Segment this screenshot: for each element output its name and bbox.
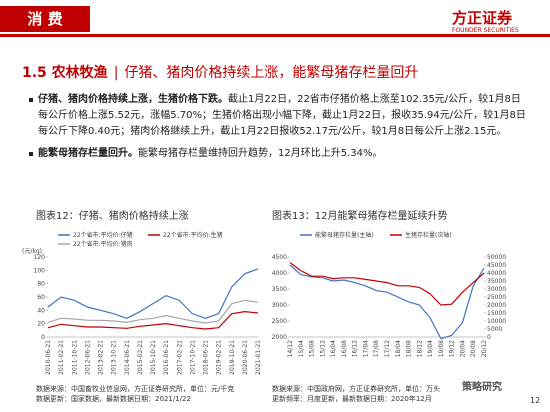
y-tick-label: 80 <box>37 281 45 288</box>
figure-title: 图表13：12月能繁母猪存栏量延续升势 <box>272 211 448 222</box>
section-number: 1.5 农林牧渔 <box>22 65 108 81</box>
y-tick-label: 3000 <box>272 302 287 309</box>
y-tick-label: 120 <box>34 254 46 261</box>
y-tick-label: 4000 <box>272 270 287 277</box>
figure-title: 图表12：仔猪、猪肉价格持续上涨 <box>36 211 189 222</box>
y2-tick-label: 20000 <box>487 302 506 309</box>
logo-en: FOUNDER SECURITIES <box>452 27 519 34</box>
section-subtitle: 仔猪、猪肉价格持续上涨，能繁母猪存栏量回升 <box>124 65 419 81</box>
y2-tick-label: 5000 <box>487 326 502 333</box>
x-tick-label: 2013-02-21 <box>98 340 105 375</box>
legend-label: 22个省市:平均价:猪肉 <box>73 240 133 248</box>
y-tick-label: 2500 <box>272 318 287 325</box>
legend-label: 能繁母猪存栏量(主轴) <box>315 231 374 239</box>
x-tick-label: 2011-10-21 <box>71 340 78 375</box>
series-line <box>47 268 259 319</box>
y-tick-label: 0 <box>41 334 45 341</box>
watermark: 策略研究 <box>462 382 502 393</box>
x-tick-label: 2011-02-21 <box>58 340 65 375</box>
y2-tick-label: 10000 <box>487 318 506 325</box>
x-tick-label: 2019-02-21 <box>216 340 223 375</box>
x-tick-label: 18/08 <box>406 340 413 357</box>
x-tick-label: 16/04 <box>330 340 337 357</box>
x-tick-label: 18/12 <box>416 340 423 357</box>
y-tick-label: 3500 <box>272 286 287 293</box>
logo: 方正证券 <box>452 9 513 27</box>
y-tick-label: 4500 <box>272 254 287 261</box>
series-line <box>47 311 259 330</box>
source: 数据来源：中国政府网，方正证券研究所，单位：万头 更新频率：月度更新，最新数据日期… <box>272 384 440 404</box>
y-tick-label: 40 <box>37 307 45 314</box>
x-tick-label: 17/12 <box>384 340 391 357</box>
x-tick-label: 2018-06-21 <box>203 340 210 375</box>
x-tick-label: 2020-06-21 <box>242 340 249 375</box>
x-tick-label: 20/12 <box>481 340 488 357</box>
y2-tick-label: 40000 <box>487 270 506 277</box>
legend-label: 生猪存栏量(次轴) <box>405 231 452 239</box>
chart: 0 20 40 60 80 100 120(元/kg) 2010-06-21 2011-02-2… <box>22 231 262 375</box>
x-tick-label: 2017-10-21 <box>189 340 196 375</box>
x-tick-label: 19/12 <box>449 340 456 357</box>
legend-label: 22个省市:平均价:仔猪 <box>73 231 133 239</box>
y-tick-label: 100 <box>34 267 46 274</box>
x-tick-label: 2012-06-21 <box>84 340 91 375</box>
x-tick-label: 20/08 <box>470 340 477 357</box>
chart: 2000250030003500400045000500010000150002… <box>272 231 507 357</box>
source-line: 更新频率：月度更新，最新数据日期：2020年12月 <box>272 395 432 403</box>
x-tick-label: 2021-01-21 <box>255 340 262 375</box>
x-tick-label: 15/04 <box>298 340 305 357</box>
series-line <box>47 299 259 324</box>
x-tick-label: 2013-10-21 <box>111 340 118 375</box>
y2-tick-label: 15000 <box>487 310 506 317</box>
y2-tick-label: 45000 <box>487 262 506 269</box>
source-line: 数据来源：中国畜牧业信息网，方正证券研究所，单位：元/千克 <box>36 385 235 393</box>
y-tick-label: 60 <box>37 294 45 301</box>
y2-tick-label: 25000 <box>487 294 506 301</box>
y2-tick-label: 50000 <box>487 254 506 261</box>
x-tick-label: 2015-02-21 <box>137 340 144 375</box>
y-tick-label: 2000 <box>272 334 287 341</box>
section-title: 1.5 农林牧渔 | 仔猪、猪肉价格持续上涨，能繁母猪存栏量回升 <box>22 65 419 81</box>
x-tick-label: 2015-10-21 <box>150 340 157 375</box>
bullet: 能繁母猪存栏量回升。能繁母猪存栏量维持回升趋势，12月环比上升5.34%。 <box>29 146 528 162</box>
page-number: 12 <box>530 396 541 405</box>
x-tick-label: 2014-06-21 <box>124 340 131 375</box>
x-tick-label: 19/04 <box>427 340 434 357</box>
legend-label: 22个省市:平均价:生猪 <box>163 231 223 239</box>
bullets: 仔猪、猪肉价格持续上涨，生猪价格下跌。截止1月22日，22省市仔猪价格上涨至10… <box>29 92 528 168</box>
x-tick-label: 19/08 <box>438 340 445 357</box>
x-tick-label: 16/12 <box>352 340 359 357</box>
bullet-text: 能繁母猪存栏量维持回升趋势，12月环比上升5.34%。 <box>138 148 383 159</box>
x-tick-label: 16/08 <box>341 340 348 357</box>
source: 数据来源：中国畜牧业信息网，方正证券研究所，单位：元/千克 数据更新：国家数据，最… <box>36 384 234 404</box>
bullet: 仔猪、猪肉价格持续上涨，生猪价格下跌。截止1月22日，22省市仔猪价格上涨至10… <box>29 92 528 140</box>
y2-tick-label: 30000 <box>487 286 506 293</box>
x-tick-label: 17/08 <box>373 340 380 357</box>
x-tick-label: 15/12 <box>319 340 326 357</box>
header-title: 消 费 <box>0 6 90 32</box>
x-tick-label: 2010-06-21 <box>45 340 52 375</box>
source-line: 数据来源：中国政府网，方正证券研究所，单位：万头 <box>272 385 440 393</box>
y-tick-label: 20 <box>37 321 45 328</box>
x-tick-label: 2017-02-21 <box>176 340 183 375</box>
x-tick-label: 17/04 <box>362 340 369 357</box>
bullet-bold: 能繁母猪存栏量回升。 <box>38 148 138 159</box>
series-line <box>289 262 485 306</box>
y2-tick-label: 35000 <box>487 278 506 285</box>
x-tick-label: 2016-06-21 <box>163 340 170 375</box>
bullet-bold: 仔猪、猪肉价格持续上涨，生猪价格下跌。 <box>38 94 228 105</box>
source-line: 数据更新：国家数据，最新数据日期：2021/1/22 <box>36 395 191 403</box>
bullet-text: 截止1月22日，22省市仔猪价格上涨至102.35元/公斤，较1月8日每公斤价格… <box>38 94 526 137</box>
x-tick-label: 18/04 <box>395 340 402 357</box>
x-tick-label: 2019-10-21 <box>229 340 236 375</box>
y2-tick-label: 0 <box>487 334 491 341</box>
series-line <box>289 264 485 340</box>
x-tick-label: 14/12 <box>287 340 294 357</box>
header-bar <box>0 0 550 37</box>
x-tick-label: 20/04 <box>459 340 466 357</box>
y-unit: (元/kg) <box>22 248 42 255</box>
x-tick-label: 15/08 <box>309 340 316 357</box>
